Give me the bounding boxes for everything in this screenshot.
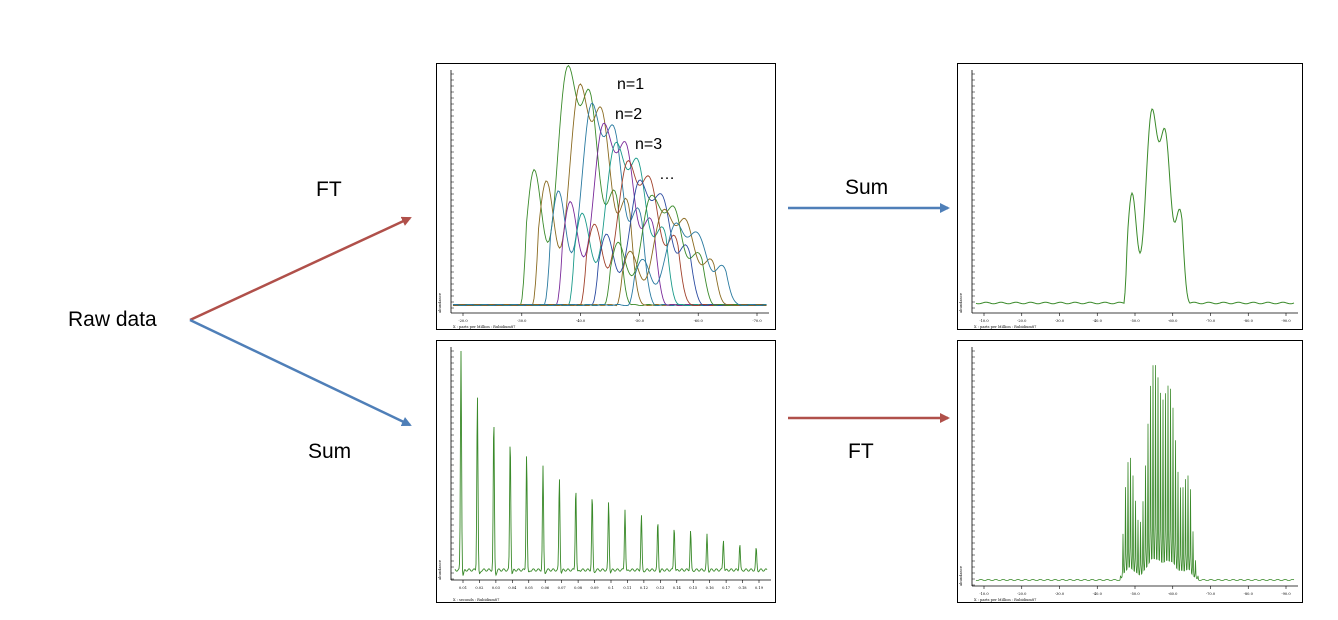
arrow-raw-to-ft bbox=[189, 216, 412, 322]
sum-label-bottom: Sum bbox=[308, 440, 352, 463]
chart-spikelet-spectrum: -10.0 -20.0 -30.0 -40.0 -50.0 -60.0 -70.0 -80.0… bbox=[959, 347, 1298, 602]
panel-summed-spectrum: -10.0 -20.0 -30.0 -40.0 -50.0 -60.0 -70.0 -80.0… bbox=[957, 63, 1303, 330]
x-axis-label: X : parts per Million : Rubidium87 bbox=[974, 598, 1037, 602]
panel-individual-spectra: -20.0 -30.0 -40.0 -50.0 -60.0 -70.0 X : parts … bbox=[436, 63, 776, 330]
x-tick-label: -70.0 bbox=[1206, 592, 1216, 596]
spectrum-curve-n10 bbox=[452, 222, 767, 307]
x-tick-label: -60.0 bbox=[694, 319, 704, 323]
x-tick-label: -10.0 bbox=[979, 592, 989, 596]
x-tick-label: 0.02 bbox=[475, 586, 483, 590]
n3-label: n=3 bbox=[635, 136, 663, 153]
x-tick-label: 0.09 bbox=[591, 586, 600, 590]
x-tick-label: 0.18 bbox=[739, 586, 748, 590]
spectrum-curve-n9 bbox=[453, 208, 767, 307]
x-tick-label: 0.14 bbox=[673, 586, 682, 590]
x-tick-label: 0.03 bbox=[492, 586, 501, 590]
echo-train-line bbox=[454, 350, 768, 577]
x-tick-label: 0.12 bbox=[640, 586, 648, 590]
x-tick-label: 0.07 bbox=[558, 586, 567, 590]
spectrum-curve-n1 bbox=[452, 64, 767, 307]
chart-summed-spectrum: -10.0 -20.0 -30.0 -40.0 -50.0 -60.0 -70.0 -80.0… bbox=[959, 70, 1298, 329]
x-tick-label: 0.04 bbox=[508, 586, 517, 590]
x-axis-label: X : seconds : Rubidium87 bbox=[453, 598, 500, 602]
ft-label-mid: FT bbox=[848, 440, 874, 463]
chart-echo-train: 0.01 0.02 0.03 0.04 0.05 0.06 0.07 0.08 0.09 0.1 0… bbox=[438, 347, 771, 602]
x-tick-label: -60.0 bbox=[1168, 319, 1178, 323]
y-axis-label: abundance bbox=[959, 566, 963, 586]
panel-spikelet-spectrum: -10.0 -20.0 -30.0 -40.0 -50.0 -60.0 -70.0 -80.0… bbox=[957, 340, 1303, 603]
y-axis-label: abundance bbox=[438, 560, 442, 580]
x-tick-label: -10.0 bbox=[979, 319, 989, 323]
y-axis-label: abundance bbox=[959, 293, 963, 313]
sum-label-mid: Sum bbox=[845, 176, 889, 199]
x-tick-label: -50.0 bbox=[635, 319, 645, 323]
x-tick-label: -40.0 bbox=[1093, 319, 1103, 323]
x-tick-label: -70.0 bbox=[1206, 319, 1216, 323]
ellipsis-label: … bbox=[659, 166, 675, 183]
x-tick-label: 0.13 bbox=[656, 586, 665, 590]
x-tick-label: -90.0 bbox=[1281, 319, 1291, 323]
spectrum-curve-n6 bbox=[452, 160, 767, 307]
x-tick-label: -50.0 bbox=[1130, 319, 1140, 323]
x-tick-label: 0.05 bbox=[525, 586, 534, 590]
x-tick-label: 0.06 bbox=[541, 586, 550, 590]
x-axis-label: X : parts per Million : Rubidium87 bbox=[453, 325, 516, 329]
x-tick-label: -20.0 bbox=[458, 319, 468, 323]
panel-echo-train: 0.01 0.02 0.03 0.04 0.05 0.06 0.07 0.08 0.09 0.1 0… bbox=[436, 340, 776, 603]
x-tick-label: -30.0 bbox=[517, 319, 527, 323]
x-tick-label: -40.0 bbox=[576, 319, 586, 323]
x-tick-label: 0.08 bbox=[574, 586, 583, 590]
y-axis-label: abundance bbox=[438, 293, 442, 313]
spectrum-curve-n7 bbox=[452, 179, 767, 307]
x-tick-label: -60.0 bbox=[1168, 592, 1178, 596]
x-axis-label: X : parts per Million : Rubidium87 bbox=[974, 325, 1037, 329]
x-tick-label: -80.0 bbox=[1244, 592, 1254, 596]
spectrum-curve-n8 bbox=[452, 194, 767, 307]
x-tick-label: 0.15 bbox=[689, 586, 698, 590]
x-tick-label: 0.11 bbox=[623, 586, 631, 590]
x-tick-label: -80.0 bbox=[1244, 319, 1254, 323]
x-tick-label: -90.0 bbox=[1281, 592, 1291, 596]
x-tick-label: -40.0 bbox=[1093, 592, 1103, 596]
x-tick-label: -20.0 bbox=[1017, 319, 1027, 323]
x-tick-label: -50.0 bbox=[1130, 592, 1140, 596]
chart-individual-spectra: -20.0 -30.0 -40.0 -50.0 -60.0 -70.0 X : parts … bbox=[438, 64, 769, 329]
raw-data-label: Raw data bbox=[68, 308, 157, 331]
x-tick-label: -30.0 bbox=[1055, 592, 1065, 596]
summed-spectrum-line bbox=[975, 108, 1295, 305]
x-tick-label: 0.17 bbox=[722, 586, 731, 590]
spikelet-spectrum-line bbox=[975, 365, 1295, 582]
x-tick-label: -20.0 bbox=[1017, 592, 1027, 596]
n1-label: n=1 bbox=[617, 76, 645, 93]
x-tick-label: -30.0 bbox=[1055, 319, 1065, 323]
x-tick-label: 0.16 bbox=[706, 586, 715, 590]
x-tick-label: 0.19 bbox=[755, 586, 764, 590]
spectrum-curve-n5 bbox=[452, 141, 767, 307]
x-tick-label: 0.1 bbox=[608, 586, 614, 590]
x-tick-label: 0.01 bbox=[459, 586, 467, 590]
arrow-raw-to-sum bbox=[189, 318, 412, 427]
ft-label-top: FT bbox=[316, 178, 342, 201]
x-tick-label: -70.0 bbox=[752, 319, 762, 323]
n2-label: n=2 bbox=[615, 106, 643, 123]
